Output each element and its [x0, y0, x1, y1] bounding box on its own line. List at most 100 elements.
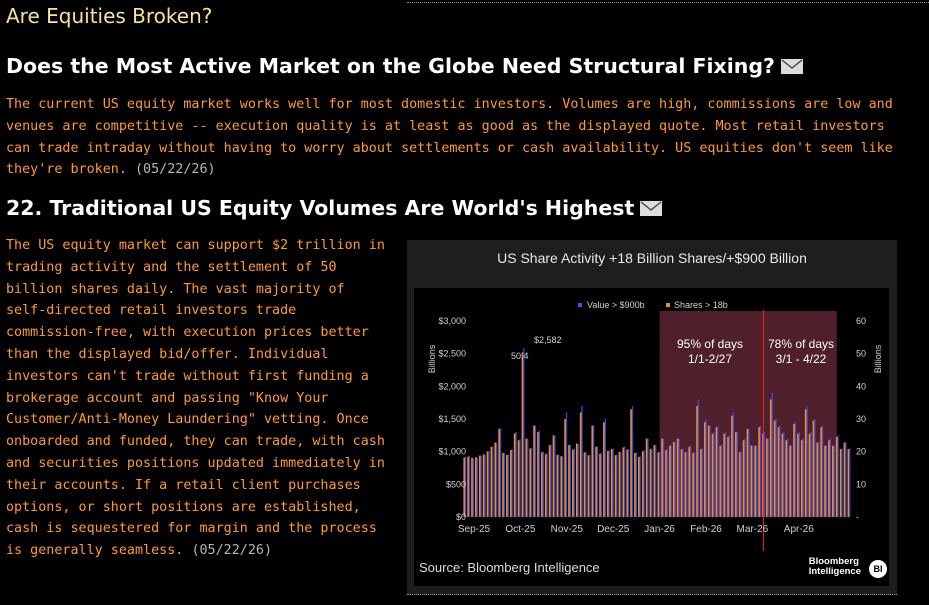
- value-bar: [627, 449, 630, 517]
- story1-headline[interactable]: Does the Most Active Market on the Globe…: [6, 54, 803, 79]
- shares-bar: [839, 449, 842, 517]
- shares-bar: [750, 445, 753, 517]
- value-bar: [550, 445, 552, 517]
- value-bar: [596, 446, 599, 517]
- right-axis-tick: 30: [856, 414, 866, 424]
- value-bar: [492, 446, 494, 517]
- right-axis-tick: 10: [856, 479, 866, 489]
- left-axis-tick: $2,000: [438, 381, 466, 391]
- story2-headline-text[interactable]: 22. Traditional US Equity Volumes Are Wo…: [6, 196, 635, 220]
- shares-bar: [560, 456, 563, 517]
- value-bar: [554, 435, 556, 517]
- shares-bar: [529, 448, 532, 517]
- value-bar: [829, 438, 832, 517]
- legend-swatch-shares: [666, 303, 670, 307]
- right-axis-tick: 50: [856, 349, 866, 359]
- value-bar: [736, 432, 738, 517]
- left-axis-tick: $1,000: [438, 447, 466, 457]
- story1-body-text: The current US equity market works well …: [6, 97, 893, 178]
- value-bar: [523, 348, 525, 517]
- value-bar: [674, 441, 676, 517]
- value-bar: [519, 439, 521, 517]
- shares-bar: [696, 405, 698, 517]
- shares-bar: [676, 438, 679, 517]
- value-bar: [709, 425, 711, 517]
- value-bar: [786, 438, 789, 517]
- shares-bar: [715, 427, 718, 517]
- x-axis-tick: Mar-26: [737, 524, 769, 535]
- value-bar: [472, 458, 475, 517]
- value-bar: [507, 454, 509, 517]
- left-axis-tick: $3,000: [438, 316, 466, 326]
- value-bar: [732, 412, 735, 517]
- value-bar: [616, 454, 618, 517]
- peak-shares-annotation: 50.4: [511, 351, 529, 361]
- shares-bar: [482, 454, 485, 517]
- value-bar: [612, 448, 614, 517]
- value-bar: [468, 456, 471, 517]
- value-bar: [728, 435, 731, 517]
- shares-bar: [719, 445, 722, 517]
- shares-bar: [552, 435, 555, 517]
- logo-line-2: Intelligence: [808, 566, 861, 577]
- shares-bar: [575, 443, 578, 517]
- value-bar: [717, 425, 719, 517]
- left-axis-tick: $500: [446, 479, 466, 489]
- value-bar: [484, 454, 486, 517]
- value-bar: [565, 412, 568, 517]
- story2-headline[interactable]: 22. Traditional US Equity Volumes Are Wo…: [6, 196, 663, 221]
- value-bar: [581, 405, 583, 517]
- right-axis-label: Billions: [873, 344, 883, 373]
- value-bar: [833, 445, 835, 517]
- value-bar: [542, 451, 544, 517]
- story2-body: The US equity market can support $2 tril…: [6, 235, 391, 562]
- value-bar: [608, 450, 610, 517]
- shares-bar: [680, 449, 683, 517]
- shares-bar: [579, 412, 582, 517]
- story1-headline-text[interactable]: Does the Most Active Market on the Globe…: [6, 54, 775, 78]
- value-bar: [767, 438, 769, 517]
- value-bar: [495, 442, 498, 517]
- shares-bar: [521, 352, 524, 517]
- value-bar: [682, 448, 684, 517]
- shares-bar: [471, 457, 473, 517]
- shares-bar: [494, 442, 497, 517]
- x-axis-tick: Apr-26: [784, 524, 814, 535]
- shares-bar: [641, 451, 644, 517]
- shares-bar: [556, 454, 559, 517]
- shares-bar: [703, 422, 706, 517]
- value-bar: [705, 419, 707, 517]
- value-bar: [775, 419, 777, 517]
- value-bar: [569, 445, 572, 517]
- shares-bar: [587, 455, 590, 517]
- shares-bar: [513, 433, 516, 517]
- value-bar: [837, 435, 839, 517]
- value-bar: [783, 432, 785, 517]
- value-bar: [592, 425, 595, 517]
- value-bar: [752, 445, 754, 517]
- shares-bar: [533, 425, 535, 517]
- period2-annotation-line2: 3/1 - 4/22: [776, 352, 827, 366]
- bi-badge: BI: [869, 560, 887, 578]
- legend-swatch-value: [578, 303, 582, 307]
- story1-date: (05/22/26): [135, 162, 216, 178]
- value-bar: [577, 443, 579, 517]
- value-bar: [678, 438, 680, 517]
- value-bar: [794, 422, 797, 517]
- shares-bar: [661, 438, 664, 517]
- shares-bar: [832, 445, 834, 517]
- value-bar: [561, 456, 564, 517]
- value-bar: [790, 445, 793, 517]
- value-bar: [530, 447, 533, 517]
- value-bar: [721, 445, 723, 517]
- envelope-icon[interactable]: [640, 197, 663, 221]
- value-bar: [464, 456, 467, 517]
- right-axis-tick: 60: [856, 316, 866, 326]
- shares-bar: [727, 436, 729, 517]
- shares-bar: [610, 449, 613, 517]
- envelope-icon[interactable]: [780, 55, 803, 79]
- shares-bar: [672, 441, 675, 517]
- shares-bar: [781, 433, 784, 517]
- shares-bar: [467, 456, 470, 517]
- shares-bar: [766, 438, 768, 517]
